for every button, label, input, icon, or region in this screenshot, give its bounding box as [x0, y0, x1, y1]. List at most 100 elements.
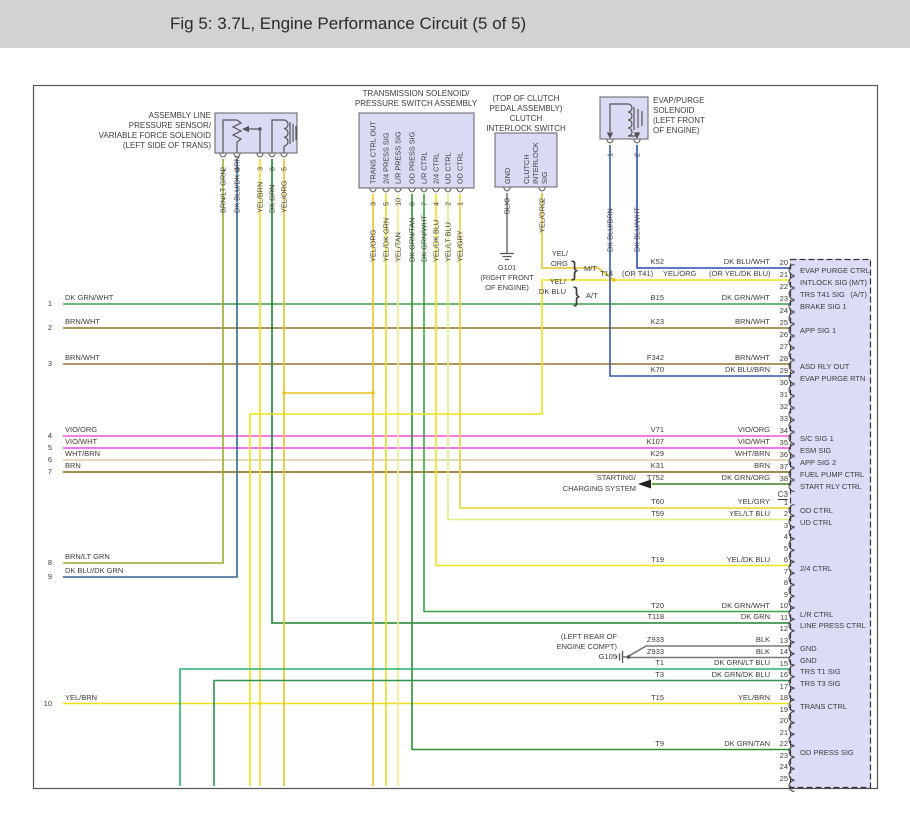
potentiometer-resistor [231, 119, 243, 143]
wire-yel_org [541, 193, 615, 281]
solenoid-signal-label: UD CTRL [444, 152, 453, 184]
diagram-border [32, 84, 879, 790]
connector-pin-bracket [788, 372, 795, 384]
pin-number: 2 [219, 167, 228, 171]
connector-pin-bracket [788, 444, 795, 456]
pin-connector-arc [432, 188, 440, 193]
wire-color-label: YEL/ORG [280, 180, 289, 213]
connector-pin-bracket [788, 734, 795, 746]
wire-color-label: DK GRN/WHT [420, 214, 429, 262]
wire-blk [627, 645, 790, 658]
connector-pin-bracket [788, 515, 795, 528]
wire-color-label: DK BLU/BRN [606, 208, 615, 252]
ground-symbol-g101 [500, 249, 514, 261]
wire-color-label: YEL/GRY [456, 230, 465, 262]
wire-color-label: YEL/ORG [369, 229, 378, 262]
wire-junction-dot [612, 278, 616, 282]
wire-dk_blu_wht [636, 145, 790, 269]
connector-pin-bracket [788, 312, 795, 324]
pin-number: 2 [633, 153, 642, 157]
connector-pin-bracket [788, 396, 795, 408]
pin-connector-arc [382, 188, 390, 193]
pin-connector-arc [219, 153, 227, 158]
pin-connector-arc [394, 188, 402, 193]
pin-number: 3 [256, 167, 265, 171]
connector-pin-bracket [788, 288, 795, 300]
pin-connector-arc [268, 153, 276, 158]
wire-yel_dk_blu [435, 194, 790, 567]
connector-pin-bracket [788, 607, 795, 620]
pin-connector-arc [369, 188, 377, 193]
pin-number: 6 [268, 167, 277, 171]
pin-number: 2 [538, 198, 547, 202]
connector-pin-bracket [788, 336, 795, 348]
solenoid-signal-label: 2/4 PRESS SIG [382, 132, 391, 184]
solenoid-signal-label: TRANS CTRL OUT [369, 120, 378, 184]
pcm-connector-border [789, 258, 872, 789]
solenoid-signal-label: L/R CTRL [420, 152, 429, 184]
down-arrow-icon [633, 132, 641, 139]
pin-number: 10 [394, 198, 403, 206]
connector-pin-bracket [788, 619, 795, 631]
pin-connector-arc [256, 153, 264, 158]
connector-pin-bracket [788, 711, 795, 723]
connector-pin-bracket [788, 456, 795, 468]
pin-number: 5 [382, 202, 391, 206]
connector-pin-bracket [788, 538, 795, 551]
wire-yel_gry [459, 194, 790, 509]
pin-number: 7 [420, 202, 429, 206]
pin-number: 1 [456, 202, 465, 206]
pin-number: 1 [606, 153, 615, 157]
connector-pin-bracket [788, 653, 795, 666]
connector-pin-bracket [788, 408, 795, 420]
wire-junction-dot [258, 127, 262, 131]
pin-number: 4 [432, 202, 441, 206]
pin-connector-arc [280, 153, 288, 158]
connector-pin-bracket [788, 468, 795, 480]
pin-connector-arc [408, 188, 416, 193]
connector-pin-bracket [788, 504, 795, 516]
wire-dk_blu_dk_grn [63, 159, 238, 578]
pin-connector-arc [606, 139, 614, 144]
brace-mt: } [571, 258, 578, 281]
figure-title: Fig 5: 3.7L, Engine Performance Circuit … [170, 14, 527, 33]
pin-number: 5 [280, 167, 289, 171]
title-bar: Fig 5: 3.7L, Engine Performance Circuit … [0, 0, 910, 48]
offpage-arrow-icon [638, 479, 651, 489]
connector-pin-bracket [788, 630, 795, 643]
switch-signal-label: CLUTCH [522, 154, 531, 184]
wire-junction-dot [282, 391, 286, 395]
connector-pin-bracket [788, 676, 795, 689]
wire-dk_blu_brn [609, 145, 790, 377]
brace-at: } [573, 284, 580, 307]
solenoid-signal-label: L/R PRESS SIG [394, 131, 403, 184]
solenoid-signal-label: 2/4 CTRL [432, 153, 441, 184]
wire-dk_grn_dk_blu [213, 679, 790, 786]
solenoid-signal-label: OD PRESS SIG [408, 131, 417, 184]
wire-junction-dot [258, 701, 262, 706]
wire-color-label: BRN/LT GRN [219, 169, 228, 213]
connector-pin-bracket [788, 768, 795, 781]
connector-pin-bracket [788, 688, 795, 700]
connector-pin-bracket [788, 596, 795, 608]
pin-connector-arc [233, 153, 241, 158]
clutch-switch-box [494, 132, 558, 188]
wire-color-label: BLK [503, 200, 512, 214]
wire-junction-dot [626, 655, 631, 659]
connector-pin-bracket [788, 360, 795, 372]
wiper-arrow-icon [242, 125, 249, 133]
wire-junction-dot [371, 391, 375, 395]
alps-coil [271, 119, 289, 153]
solenoid-signal-label: OD CTRL [456, 152, 465, 184]
pin-number: 3 [369, 202, 378, 206]
connector-pin-bracket [788, 264, 795, 276]
pin-connector-arc [456, 188, 464, 193]
pin-number: 2 [444, 202, 453, 206]
wire-color-label: YEL/ORG [538, 200, 547, 233]
wire-yel_lt_blu [447, 194, 790, 521]
pin-connector-arc [420, 188, 428, 193]
wire-color-label: YEL/LT BLU [444, 222, 453, 262]
pin-connector-arc [538, 187, 546, 192]
